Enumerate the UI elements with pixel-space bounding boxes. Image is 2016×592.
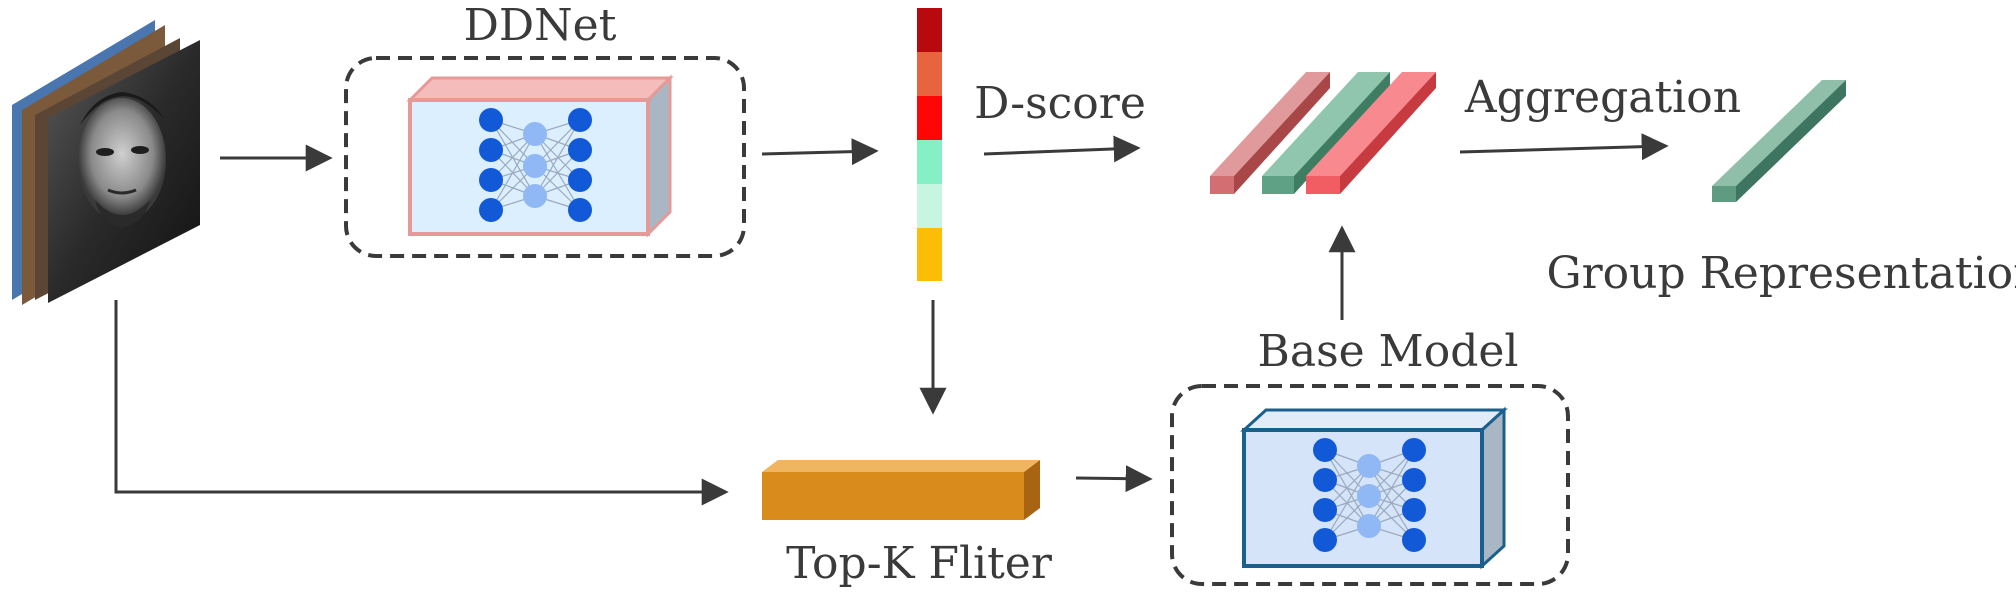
feature-bar-red xyxy=(1210,72,1330,194)
group-representation-label: Group Representation xyxy=(1546,248,2016,299)
ddnet-label: DDNet xyxy=(464,0,617,51)
base-model-module: Base Model xyxy=(1170,326,1570,586)
arrow-features-to-group xyxy=(1459,133,1669,161)
base-model-label: Base Model xyxy=(1258,326,1519,377)
feature-bar-bright-red xyxy=(1306,72,1436,194)
d-score-label: D-score xyxy=(974,78,1146,129)
score-cell-3 xyxy=(917,96,942,140)
face-image-stack-icon xyxy=(12,20,200,305)
ddnet-module: DDNet xyxy=(344,0,746,258)
arrow-ddnet-to-scores xyxy=(761,138,879,166)
arrow-scores-to-features xyxy=(983,135,1141,163)
score-cell-1 xyxy=(917,8,942,52)
arrow-filter-to-base xyxy=(1075,465,1153,493)
top-k-filter-label: Top-K Fliter xyxy=(786,538,1053,589)
arrows xyxy=(114,133,1669,506)
score-cell-6 xyxy=(917,228,942,281)
neural-network-icon xyxy=(1240,406,1508,570)
score-cell-2 xyxy=(917,52,942,96)
aggregation-label: Aggregation xyxy=(1464,72,1741,123)
score-cell-4 xyxy=(917,140,942,184)
frame-feature-bars xyxy=(1210,72,1436,194)
base-model-dashed-border xyxy=(1170,384,1570,586)
score-cell-5 xyxy=(917,184,942,228)
arrow-input-to-filter xyxy=(114,300,729,506)
top-k-filter-bar xyxy=(762,460,1040,520)
d-score-bar xyxy=(917,8,942,281)
neural-network-icon xyxy=(406,74,674,238)
ddnet-dashed-border xyxy=(344,56,746,258)
group-feature-bar xyxy=(1712,80,1846,202)
